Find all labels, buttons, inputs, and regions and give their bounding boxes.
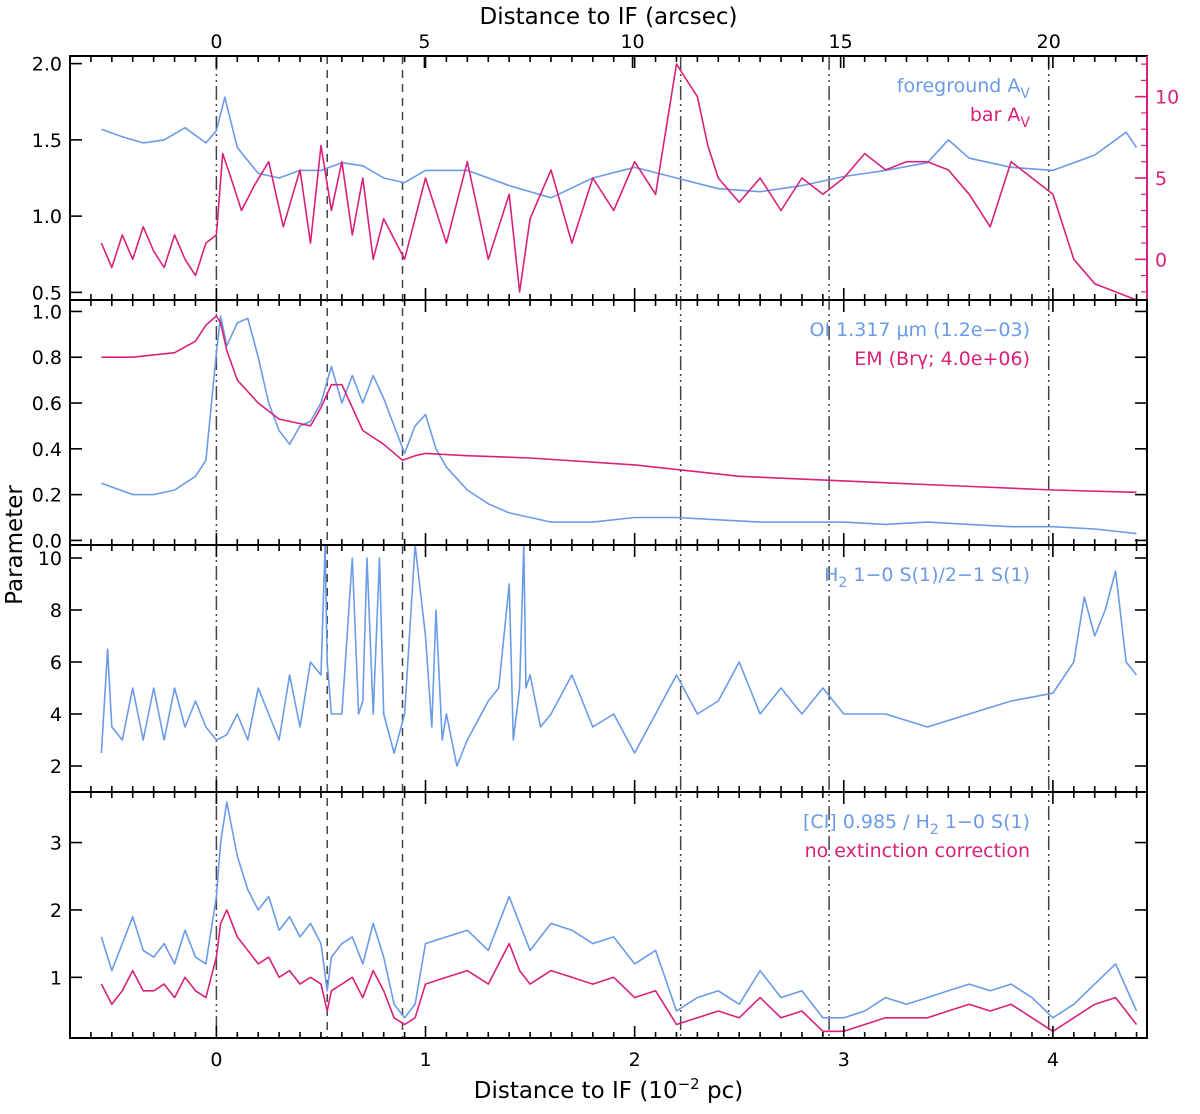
series-line-extinction-1: [100, 63, 1137, 301]
series-line-oi-em-0: [101, 315, 1137, 535]
ytick-label-extinction-1: 1.0: [32, 206, 62, 228]
legend-entry-oi-em-1: EM (Brγ; 4.0e+06): [854, 348, 1030, 370]
top-tick-label-0: 0: [210, 31, 222, 53]
ytick-label-extinction-3: 2.0: [32, 54, 62, 76]
ytick-label-ci-ratio-2: 3: [50, 833, 62, 855]
ytick-label-h2-ratio-3: 8: [50, 600, 62, 622]
panel-frame-ci-ratio: [69, 791, 1148, 1039]
y-axis-label: Parameter: [2, 485, 28, 605]
ytick-label-oi-em-5: 1.0: [32, 301, 62, 323]
bottom-x-axis-label: Distance to IF (10−2 pc): [474, 1075, 744, 1104]
ytick-label-h2-ratio-0: 2: [50, 756, 62, 778]
right-ytick-label-1: 5: [1155, 168, 1167, 190]
ytick-label-oi-em-2: 0.4: [32, 439, 62, 461]
legend-entry-extinction-1: bar AV: [970, 104, 1031, 131]
right-ytick-label-0: 0: [1155, 249, 1167, 271]
xtick-label-2: 2: [629, 1049, 641, 1071]
top-tick-label-2: 10: [620, 31, 644, 53]
legend-entry-ci-ratio-0: [CI] 0.985 / H2 1−0 S(1): [803, 811, 1030, 838]
ytick-label-oi-em-4: 0.8: [32, 347, 62, 369]
series-line-oi-em-1: [101, 315, 1137, 494]
legend-entry-h2-ratio-0: H2 1−0 S(1)/2−1 S(1): [824, 564, 1030, 591]
ytick-label-oi-em-1: 0.2: [32, 485, 62, 507]
top-tick-label-4: 20: [1037, 31, 1061, 53]
xtick-label-0: 0: [210, 1049, 222, 1071]
ytick-label-oi-em-3: 0.6: [32, 393, 62, 415]
top-x-axis-label: Distance to IF (arcsec): [479, 4, 737, 30]
series-line-h2-ratio-0: [100, 544, 1138, 767]
legend-entry-ci-ratio-1: no extinction correction: [805, 840, 1030, 862]
ytick-label-h2-ratio-1: 4: [50, 704, 62, 726]
series-line-extinction-0: [101, 96, 1138, 199]
xtick-label-1: 1: [419, 1049, 431, 1071]
ytick-label-oi-em-0: 0.0: [32, 530, 62, 552]
legend-entry-extinction-0: foreground AV: [897, 75, 1031, 102]
ytick-label-extinction-2: 1.5: [32, 130, 62, 152]
xtick-label-4: 4: [1047, 1049, 1059, 1071]
top-tick-label-3: 15: [829, 31, 853, 53]
legend-entry-oi-em-0: OI 1.317 μm (1.2e−03): [810, 319, 1031, 341]
series-line-ci-ratio-0: [100, 801, 1138, 1019]
ytick-label-h2-ratio-2: 6: [50, 652, 62, 674]
ytick-label-ci-ratio-1: 2: [50, 900, 62, 922]
ytick-label-ci-ratio-0: 1: [50, 967, 62, 989]
top-tick-label-1: 5: [418, 31, 430, 53]
ytick-label-extinction-0: 0.5: [32, 282, 62, 304]
xtick-label-3: 3: [838, 1049, 850, 1071]
right-ytick-label-2: 10: [1155, 87, 1179, 109]
ytick-label-h2-ratio-4: 10: [38, 548, 62, 570]
series-line-ci-ratio-1: [100, 909, 1138, 1033]
